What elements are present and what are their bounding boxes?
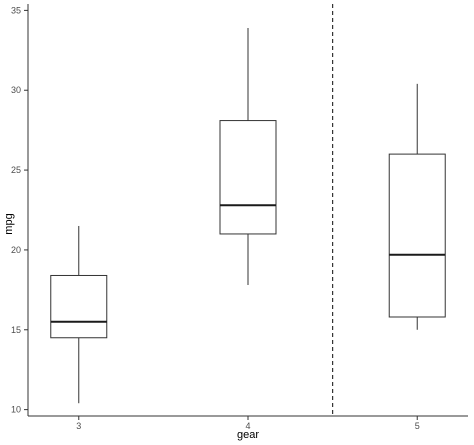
x-tick-label: 4 bbox=[245, 421, 250, 431]
x-axis-title: gear bbox=[237, 429, 259, 441]
y-tick-label: 30 bbox=[11, 85, 21, 95]
box-5 bbox=[388, 83, 446, 330]
box-4 bbox=[219, 27, 277, 286]
y-tick-label: 20 bbox=[11, 245, 21, 255]
plot-area bbox=[50, 4, 446, 416]
y-axis-title: mpg bbox=[3, 213, 15, 234]
y-tick-label: 25 bbox=[11, 165, 21, 175]
box-3 bbox=[50, 225, 108, 404]
y-tick-label: 15 bbox=[11, 325, 21, 335]
box-iqr bbox=[388, 153, 446, 318]
x-tick-label: 5 bbox=[415, 421, 420, 431]
y-axis-ticks: 10 15 20 25 30 35 bbox=[11, 5, 28, 415]
box-iqr bbox=[219, 120, 277, 235]
x-axis-ticks: 3 4 5 bbox=[76, 416, 420, 431]
y-tick-label: 35 bbox=[11, 5, 21, 15]
y-tick-label: 10 bbox=[11, 405, 21, 415]
x-tick-label: 3 bbox=[76, 421, 81, 431]
box-iqr bbox=[50, 274, 108, 339]
